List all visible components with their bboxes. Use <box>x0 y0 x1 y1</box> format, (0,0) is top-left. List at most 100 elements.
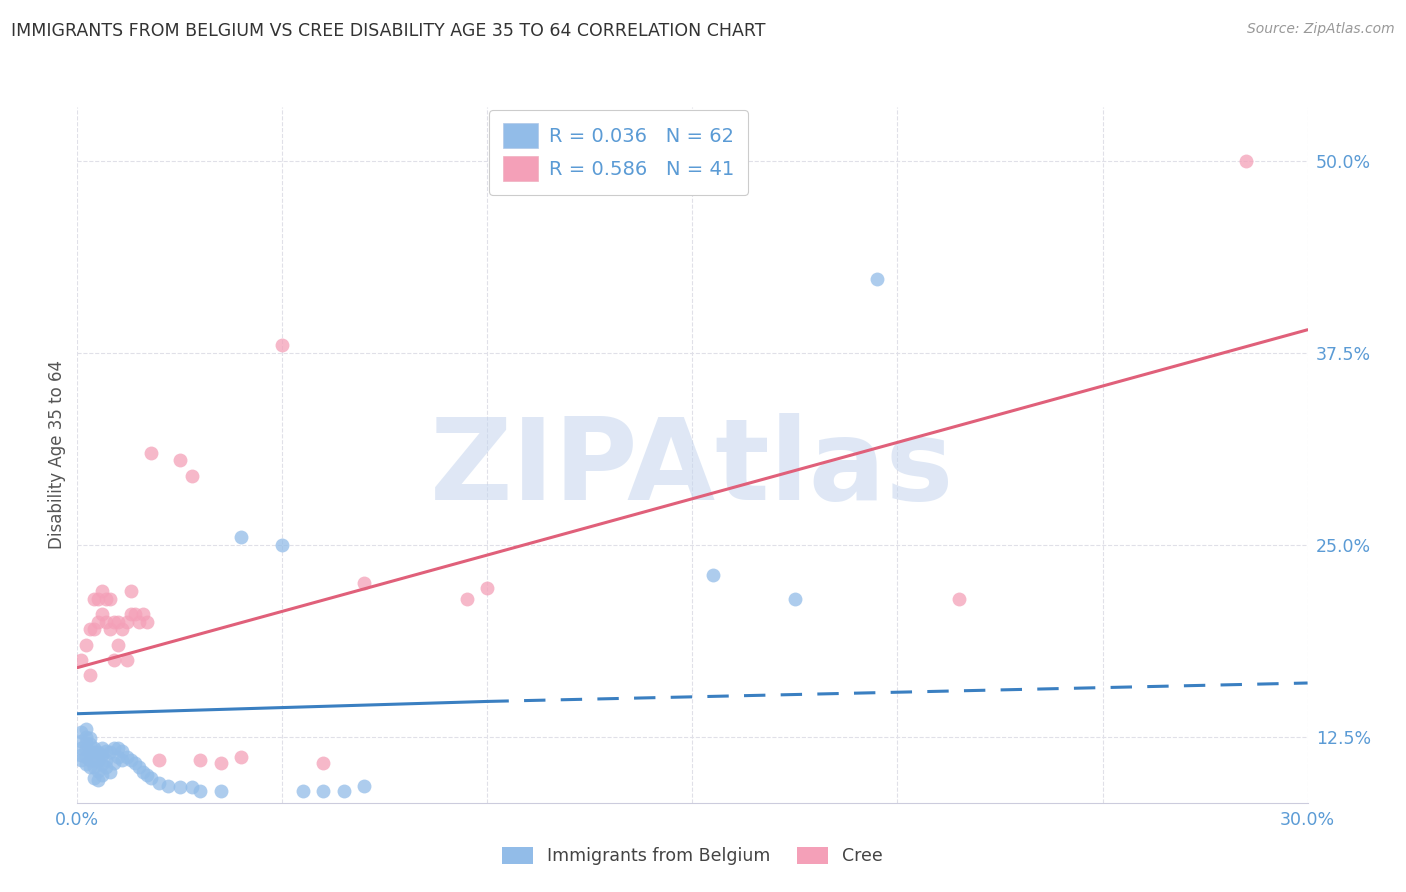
Point <box>70 740 93 755</box>
Point <box>136 768 159 782</box>
Point <box>141 445 163 459</box>
Point <box>124 756 146 770</box>
Point <box>156 779 179 793</box>
Point <box>132 765 155 780</box>
Point <box>107 749 129 764</box>
Point <box>188 753 212 767</box>
Y-axis label: Disability Age 35 to 64: Disability Age 35 to 64 <box>48 360 66 549</box>
Point <box>103 653 125 667</box>
Point <box>79 760 101 774</box>
Point <box>702 568 724 582</box>
Point <box>75 736 97 750</box>
Text: Source: ZipAtlas.com: Source: ZipAtlas.com <box>1247 22 1395 37</box>
Point <box>111 743 134 757</box>
Point <box>188 783 212 797</box>
Point <box>312 783 335 797</box>
Point <box>115 653 138 667</box>
Point <box>132 607 155 621</box>
Point <box>209 783 232 797</box>
Text: IMMIGRANTS FROM BELGIUM VS CREE DISABILITY AGE 35 TO 64 CORRELATION CHART: IMMIGRANTS FROM BELGIUM VS CREE DISABILI… <box>11 22 766 40</box>
Point <box>70 653 93 667</box>
Text: ZIPAtlas: ZIPAtlas <box>430 413 955 524</box>
Point <box>87 615 110 629</box>
Point <box>107 615 129 629</box>
Point <box>94 760 117 774</box>
Point <box>169 780 191 795</box>
Point <box>120 753 142 767</box>
Point <box>120 607 142 621</box>
Point <box>181 780 204 795</box>
Point <box>98 591 121 606</box>
Point <box>98 622 121 636</box>
Point <box>456 591 478 606</box>
Point <box>83 740 105 755</box>
Point <box>70 748 93 763</box>
Point <box>70 734 93 748</box>
Point <box>90 768 114 782</box>
Point <box>128 615 150 629</box>
Point <box>271 538 294 552</box>
Point <box>90 748 114 763</box>
Point <box>75 638 97 652</box>
Point <box>90 607 114 621</box>
Point <box>70 725 93 739</box>
Point <box>79 731 101 746</box>
Point <box>87 745 110 759</box>
Point <box>209 756 232 770</box>
Point <box>107 740 129 755</box>
Point <box>103 740 125 755</box>
Point <box>1234 153 1257 168</box>
Point <box>94 615 117 629</box>
Point <box>79 753 101 767</box>
Point <box>75 757 97 772</box>
Point <box>477 581 499 595</box>
Point <box>231 749 253 764</box>
Point <box>75 722 97 736</box>
Point <box>120 583 142 598</box>
Point <box>136 615 159 629</box>
Point <box>98 745 121 759</box>
Point <box>83 591 105 606</box>
Point <box>353 576 375 591</box>
Point <box>141 771 163 785</box>
Point <box>783 591 806 606</box>
Point <box>312 756 335 770</box>
Point <box>75 730 97 744</box>
Point <box>94 591 117 606</box>
Point <box>90 740 114 755</box>
Point <box>353 779 375 793</box>
Point <box>948 591 970 606</box>
Point <box>103 756 125 770</box>
Point <box>75 749 97 764</box>
Point <box>115 749 138 764</box>
Point <box>169 453 191 467</box>
Point <box>94 753 117 767</box>
Point <box>79 622 101 636</box>
Point <box>87 753 110 767</box>
Point <box>83 771 105 785</box>
Point <box>90 583 114 598</box>
Legend: Immigrants from Belgium, Cree: Immigrants from Belgium, Cree <box>494 838 891 874</box>
Point <box>291 783 314 797</box>
Point <box>124 607 146 621</box>
Point <box>271 338 294 352</box>
Point <box>94 743 117 757</box>
Point <box>866 272 889 286</box>
Point <box>148 753 170 767</box>
Point <box>87 772 110 787</box>
Point <box>79 738 101 752</box>
Point <box>87 591 110 606</box>
Point <box>87 764 110 778</box>
Point <box>115 615 138 629</box>
Point <box>181 468 204 483</box>
Point <box>148 776 170 790</box>
Point <box>103 615 125 629</box>
Point <box>333 783 356 797</box>
Point <box>111 753 134 767</box>
Point <box>79 668 101 682</box>
Point <box>111 622 134 636</box>
Point <box>83 753 105 767</box>
Point <box>79 745 101 759</box>
Point <box>70 753 93 767</box>
Point <box>231 530 253 544</box>
